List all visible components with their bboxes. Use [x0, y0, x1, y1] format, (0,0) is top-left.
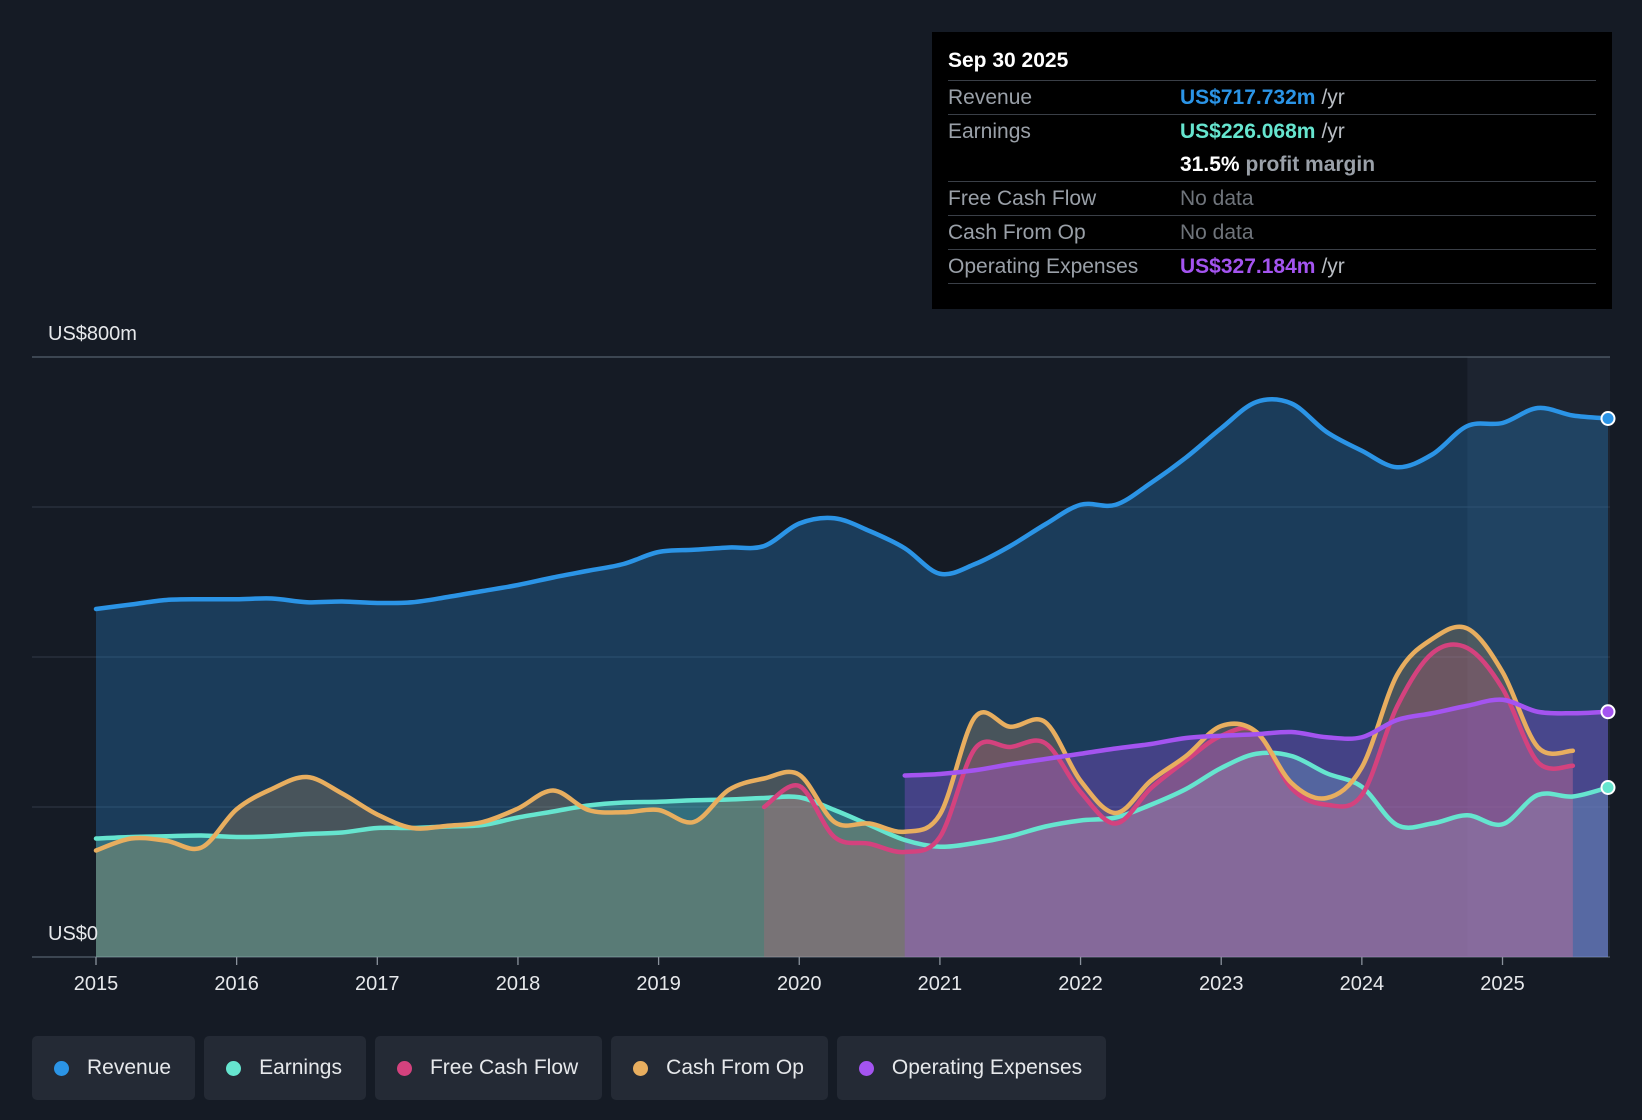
legend-item-earnings[interactable]: Earnings [204, 1036, 366, 1100]
x-tick-label: 2023 [1199, 973, 1244, 995]
legend-label: Earnings [259, 1056, 342, 1079]
x-tick-label: 2024 [1340, 973, 1385, 995]
tooltip-unit: profit margin [1245, 153, 1376, 176]
series-areas [96, 399, 1608, 957]
tooltip-value: No data [1180, 221, 1254, 244]
tooltip-value: US$327.184m [1180, 255, 1316, 278]
earnings-end-point [1600, 780, 1616, 795]
tooltip-row-fcf: Free Cash Flow No data [948, 181, 1596, 215]
cash-from-op-line [93, 624, 1576, 853]
tooltip-row-cfo: Cash From Op No data [948, 215, 1596, 249]
tooltip-label: Earnings [948, 120, 1031, 143]
legend-label: Free Cash Flow [429, 1056, 579, 1079]
earnings-line [93, 750, 1611, 850]
x-tick-label: 2022 [1058, 973, 1103, 995]
legend-label: Cash From Op [666, 1056, 804, 1079]
free-cash-flow-area [764, 644, 1573, 957]
x-tick-label: 2018 [496, 973, 541, 995]
series-lines [93, 397, 1611, 855]
tooltip-row-earnings: Earnings US$226.068m /yr [948, 114, 1596, 148]
tooltip-row-opex: Operating Expenses US$327.184m /yr [948, 249, 1596, 284]
tooltip-date: Sep 30 2025 [948, 49, 1069, 72]
earnings-area [96, 752, 1608, 957]
tooltip-row-margin: 31.5% profit margin [948, 148, 1596, 181]
legend-label: Revenue [87, 1056, 172, 1079]
operating-expenses-line [902, 697, 1611, 778]
legend-item-free-cash-flow[interactable]: Free Cash Flow [374, 1036, 603, 1100]
tooltip-value: 31.5% [1180, 153, 1240, 176]
tooltip-panel: Sep 30 2025 Revenue US$717.732m /yr Earn… [932, 32, 1612, 309]
x-axis: 2015 2016 2017 2018 2019 2020 2021 2022 2023 2024… [74, 957, 1525, 995]
cash-from-op-dot-icon [633, 1060, 649, 1076]
revenue-end-point [1600, 411, 1616, 426]
tooltip-value: US$226.068m [1180, 120, 1316, 143]
tooltip-label: Cash From Op [948, 221, 1086, 244]
x-tick-label: 2020 [777, 973, 822, 995]
x-tick-label: 2021 [918, 973, 963, 995]
tooltip-row-revenue: Revenue US$717.732m /yr [948, 80, 1596, 114]
x-tick-label: 2025 [1480, 973, 1525, 995]
tooltip-value: US$717.732m [1180, 86, 1316, 109]
x-tick-label: 2019 [636, 973, 681, 995]
legend-item-cash-from-op[interactable]: Cash From Op [611, 1036, 828, 1100]
free-cash-flow-line [761, 642, 1576, 855]
tooltip-value: No data [1180, 187, 1254, 210]
x-tick-label: 2015 [74, 973, 119, 995]
y-tick-label-top: US$800m [48, 323, 137, 345]
tooltip-label: Operating Expenses [948, 255, 1139, 278]
tooltip-unit: /yr [1321, 255, 1345, 278]
tooltip-label: Free Cash Flow [948, 187, 1097, 210]
tooltip-label: Revenue [948, 86, 1033, 109]
legend-item-revenue[interactable]: Revenue [32, 1036, 196, 1100]
series-endpoints [1600, 411, 1616, 795]
revenue-line [93, 397, 1611, 612]
tooltip-unit: /yr [1321, 86, 1345, 109]
cash-from-op-area [96, 626, 1573, 957]
tooltip-unit: /yr [1321, 120, 1345, 143]
revenue-dot-icon [54, 1060, 69, 1076]
legend-label: Operating Expenses [891, 1056, 1083, 1079]
free-cash-flow-dot-icon [396, 1060, 412, 1076]
operating-expenses-area [904, 699, 1608, 957]
operating-expenses-dot-icon [858, 1060, 874, 1076]
x-tick-label: 2017 [355, 973, 400, 995]
tooltip-label [948, 148, 1180, 181]
legend-item-operating-expenses[interactable]: Operating Expenses [836, 1036, 1107, 1100]
earnings-dot-icon [226, 1060, 242, 1076]
legend: Revenue Earnings Free Cash Flow Cash Fro… [32, 1036, 1115, 1100]
x-tick-label: 2016 [214, 973, 259, 995]
operating-expenses-end-point [1600, 704, 1616, 720]
y-tick-label-bottom: US$0 [48, 923, 98, 945]
revenue-area [96, 399, 1608, 957]
